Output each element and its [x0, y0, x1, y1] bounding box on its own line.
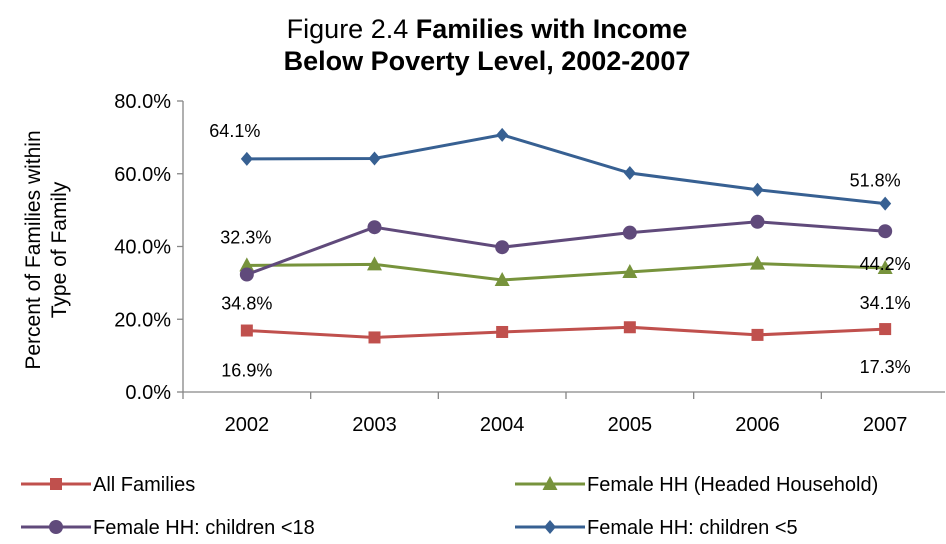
y-tick-label: 60.0% — [114, 164, 171, 186]
x-tick-label: 2005 — [608, 414, 653, 436]
data-point-marker — [367, 256, 382, 271]
legend-item-female-hh-children-5: Female HH: children <5 — [515, 517, 798, 539]
legend-marker — [542, 476, 558, 490]
series-line — [246, 262, 886, 282]
y-axis-title-line2: Type of Family — [48, 181, 71, 318]
series-female-hh-headed-household — [239, 255, 893, 286]
series-layer — [239, 127, 893, 344]
series-line — [246, 220, 886, 276]
y-tick-label: 40.0% — [114, 237, 171, 259]
x-tick-label: 2006 — [735, 414, 780, 436]
data-label: 16.9% — [221, 361, 272, 381]
y-tick-label: 20.0% — [114, 309, 171, 331]
legend-marker — [50, 478, 62, 490]
data-point-marker — [494, 271, 510, 286]
data-point-marker — [750, 255, 765, 270]
x-tick-label: 2004 — [480, 414, 525, 436]
data-label: 51.8% — [850, 171, 901, 191]
data-point-marker — [239, 257, 255, 272]
legend-item-female-hh-headed-household: Female HH (Headed Household) — [515, 474, 878, 496]
chart-title-line2: Below Poverty Level, 2002-2007 — [284, 46, 691, 76]
data-point-marker — [879, 323, 892, 336]
data-label: 34.8% — [221, 293, 272, 313]
data-label: 32.3% — [220, 228, 271, 248]
data-point-marker — [622, 263, 638, 278]
series-female-hh-children-18 — [239, 214, 893, 282]
legend-label: Female HH (Headed Household) — [587, 474, 878, 496]
legend-marker — [544, 520, 556, 534]
data-point-marker — [623, 321, 636, 334]
legend-label: Female HH: children <18 — [93, 517, 315, 539]
y-tick-label: 0.0% — [125, 382, 171, 404]
legend-label: All Families — [93, 474, 195, 496]
legend-marker — [49, 520, 63, 534]
data-point-marker — [368, 151, 381, 166]
data-point-marker — [496, 325, 509, 338]
legend-label: Female HH: children <5 — [587, 517, 798, 539]
y-axis-title: Percent of Families within Type of Famil… — [22, 130, 71, 369]
data-point-marker — [622, 225, 637, 240]
data-point-marker — [496, 127, 509, 142]
data-label: 44.2% — [860, 254, 911, 274]
legend-item-female-hh-children-18: Female HH: children <18 — [21, 517, 315, 539]
data-point-marker — [240, 324, 253, 337]
axes: 0.0% 20.0% 40.0% 60.0% 80.0% 2002 2003 2004 2005… — [114, 91, 945, 436]
data-labels: 16.9% 17.3% 34.8% 34.1% 32.3% 44.2% 64.1% 51.8% — [209, 121, 910, 381]
y-axis-title-line1: Percent of Families within — [22, 130, 45, 369]
data-label: 34.1% — [860, 293, 911, 313]
data-point-marker — [750, 214, 765, 229]
data-point-marker — [367, 220, 382, 235]
data-point-marker — [240, 151, 253, 166]
data-point-marker — [751, 328, 764, 341]
series-female-hh-children-5 — [240, 127, 892, 211]
x-tick-label: 2002 — [225, 414, 270, 436]
chart-title-line1: Figure 2.4 Families with Income — [287, 14, 688, 44]
data-point-marker — [877, 259, 893, 274]
x-tick-label: 2007 — [863, 414, 908, 436]
data-point-marker — [878, 224, 893, 239]
data-label: 17.3% — [860, 357, 911, 377]
legend-item-all-families: All Families — [21, 474, 195, 496]
data-point-marker — [239, 267, 254, 282]
y-tick-label: 80.0% — [114, 91, 171, 113]
data-label: 64.1% — [209, 121, 260, 141]
x-tick-label: 2003 — [352, 414, 397, 436]
data-point-marker — [368, 331, 381, 344]
data-point-marker — [879, 196, 892, 211]
data-point-marker — [623, 166, 636, 181]
data-point-marker — [495, 240, 510, 255]
legend: All Families Female HH (Headed Household)… — [21, 474, 878, 539]
series-line — [246, 325, 886, 339]
series-all-families — [240, 321, 892, 344]
series-line — [246, 133, 886, 206]
data-point-marker — [751, 182, 764, 197]
